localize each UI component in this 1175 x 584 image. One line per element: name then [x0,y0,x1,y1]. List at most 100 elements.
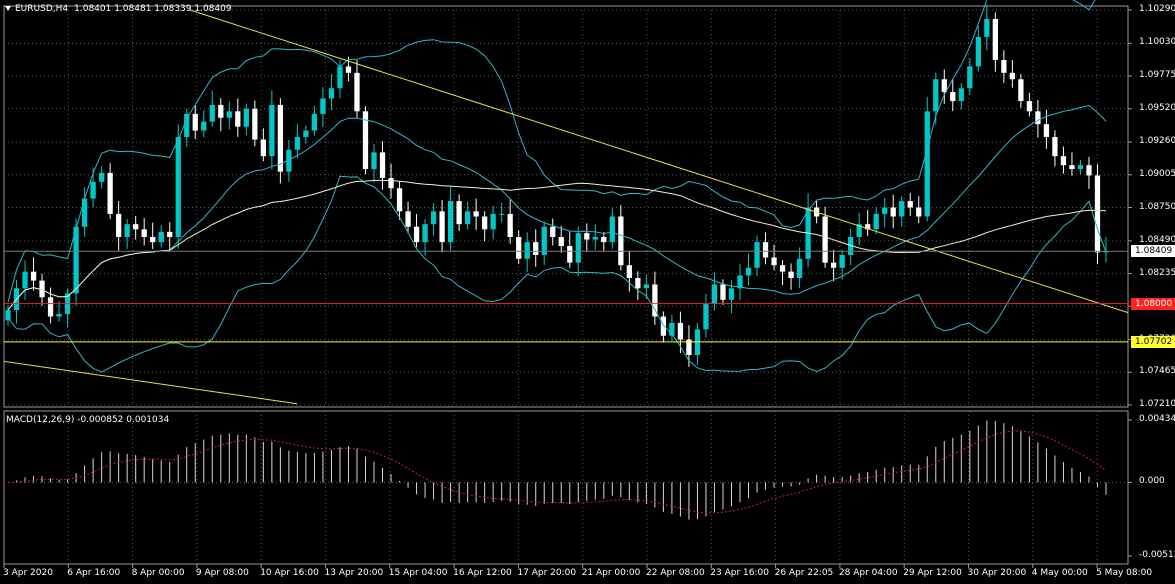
candle-body [830,262,837,268]
candle-body [1086,165,1092,176]
candle-body [303,130,309,137]
price-tick-label: 1.08750 [1139,201,1175,212]
candle-body [601,236,607,243]
candle-body [5,310,11,321]
time-tick-label: 30 Apr 20:00 [967,568,1027,578]
candle-body [320,98,326,114]
time-tick-label: 16 Apr 12:00 [453,568,512,578]
candle-body [737,275,743,289]
time-tick-label: 13 Apr 20:00 [324,568,384,578]
candle-body [1077,165,1084,170]
candle-body [533,242,539,255]
candle-body [643,284,650,289]
candle-body [73,226,79,294]
candle-body [209,104,215,122]
price-tick-label: 1.10030 [1139,37,1175,48]
candle-body [192,113,198,131]
candle-body [1069,165,1075,170]
trendline-upper [189,9,1129,314]
candle-body [56,313,62,317]
candle-body [362,111,369,170]
price-tick-label: 1.09260 [1139,136,1175,147]
time-tick-label: 17 Apr 20:00 [517,568,577,578]
candle-body [499,213,505,215]
candle-body [456,201,462,225]
candle-body [98,172,105,182]
candle-body [235,111,241,127]
candle-body [294,136,301,150]
candle-body [916,207,922,217]
candle-body [150,236,156,243]
candle-body [107,172,113,214]
candle-body [277,104,284,172]
macd-signal-line [7,430,1107,514]
candle-body [677,322,684,340]
chart-header: EURUSD,H4 1.08401 1.08481 1.08339 1.08409 [5,4,232,14]
candle-body [243,108,249,127]
candle-body [269,104,275,157]
main-panel-frame [3,5,1129,408]
candle-body [379,152,386,179]
candle-body [516,236,522,259]
candle-body [796,258,803,279]
candle-body [550,226,556,237]
candle-body [839,254,845,268]
price-tick-label: 1.10290 [1139,4,1175,14]
candle-body [1043,124,1050,137]
candle-body [1060,156,1067,166]
candle-body [524,242,530,259]
bollinger-upper-line [7,0,1096,303]
candle-body [490,213,496,230]
candle-body [482,216,488,230]
candle-body [975,36,981,67]
candle-body [167,231,173,237]
candle-body [1009,72,1016,80]
candle-body [992,18,998,61]
candle-body [924,111,930,217]
candle-body [184,113,190,137]
time-tick-label: 26 Apr 22:05 [774,568,834,578]
candle-body [575,233,581,263]
time-tick-label: 22 Apr 08:00 [646,568,705,578]
candle-body [201,121,207,131]
candle-body [328,88,335,99]
candle-body [175,136,181,237]
time-tick-label: 5 May 08:00 [1096,568,1153,578]
candle-body [30,271,37,281]
candle-body [941,79,947,93]
candle-body [218,104,224,118]
candle-body [865,224,871,230]
candle-body [652,284,658,317]
price-tick-label: 1.08235 [1139,267,1175,278]
current-price-tag: 1.08409 [1131,245,1175,258]
price-tick-label: 1.07465 [1139,366,1175,377]
price-tick-label: 1.07210 [1139,399,1175,409]
candle-body [933,79,939,112]
time-tick-label: 8 Apr 00:00 [131,568,185,578]
candle-body [899,201,905,217]
candle-body [388,178,394,189]
candle-body [252,108,258,140]
candle-body [958,88,964,102]
candle-body [430,211,437,225]
candle-body [1052,136,1058,157]
candle-body [311,113,318,131]
candle-body [967,66,973,89]
dropdown-triangle-icon[interactable] [5,6,11,11]
candle-body [405,211,411,227]
macd-panel-frame [3,410,1129,565]
candle-body [779,265,786,272]
price-tick-label: 1.08490 [1139,234,1175,245]
macd-tick-label: -0.005122 [1139,550,1175,560]
candle-body [711,284,718,304]
candle-body [762,242,769,258]
candle-body [47,297,54,317]
candle-body [141,229,147,237]
candle-body [822,216,828,263]
candle-body [890,207,896,217]
time-tick-label: 10 Apr 16:00 [260,568,319,578]
candle-body [984,18,990,37]
candle-body [226,111,232,118]
